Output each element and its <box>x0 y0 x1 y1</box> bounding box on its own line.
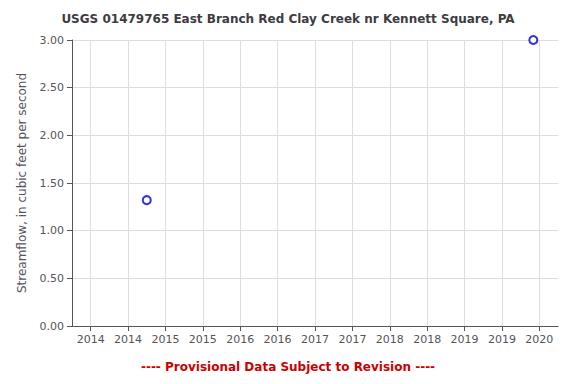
svg-text:2018: 2018 <box>376 333 404 346</box>
svg-text:2016: 2016 <box>264 333 292 346</box>
svg-text:2014: 2014 <box>114 333 142 346</box>
svg-text:1.00: 1.00 <box>40 224 65 237</box>
svg-text:2018: 2018 <box>413 333 441 346</box>
svg-text:0.00: 0.00 <box>40 320 65 333</box>
svg-text:3.00: 3.00 <box>40 34 65 47</box>
svg-text:2.00: 2.00 <box>40 129 65 142</box>
svg-text:2016: 2016 <box>226 333 254 346</box>
svg-text:0.50: 0.50 <box>40 272 65 285</box>
svg-text:2014: 2014 <box>77 333 105 346</box>
svg-text:Streamflow, in cubic feet per: Streamflow, in cubic feet per second <box>15 73 29 293</box>
svg-text:2020: 2020 <box>525 333 553 346</box>
svg-text:2019: 2019 <box>451 333 479 346</box>
svg-text:2.50: 2.50 <box>40 81 65 94</box>
svg-text:1.50: 1.50 <box>40 177 65 190</box>
svg-text:2019: 2019 <box>488 333 516 346</box>
svg-text:2017: 2017 <box>301 333 329 346</box>
svg-text:2015: 2015 <box>189 333 217 346</box>
svg-text:---- Provisional Data Subject: ---- Provisional Data Subject to Revisio… <box>141 360 435 374</box>
svg-text:2015: 2015 <box>151 333 179 346</box>
svg-text:USGS 01479765 East Branch Red: USGS 01479765 East Branch Red Clay Creek… <box>61 12 515 26</box>
svg-text:2017: 2017 <box>338 333 366 346</box>
